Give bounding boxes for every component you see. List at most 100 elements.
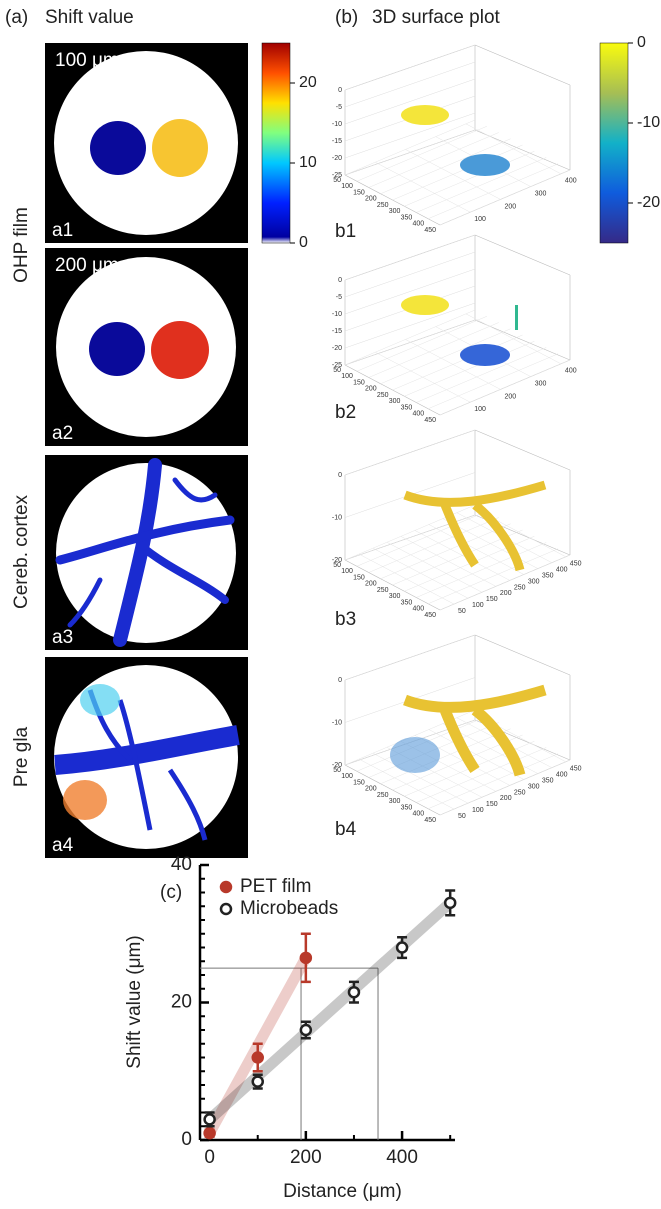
y-tick-label: 150 (353, 574, 365, 581)
y-tick-label: 350 (401, 804, 413, 811)
tile-label: b2 (335, 402, 356, 423)
grid-line (359, 554, 454, 604)
y-tick-label: 50 (333, 367, 341, 374)
x-tick-label: 200 (500, 795, 512, 802)
x-tick-label: 350 (542, 777, 554, 784)
y-tick-label: 100 (341, 773, 353, 780)
scale-label: 200 μm (55, 255, 119, 276)
y-tick-label: 100 (341, 373, 353, 380)
surface-plot: 0-5-10-15-20-255010015020025030035040045… (332, 45, 577, 234)
figure: (a) Shift value (b) 3D surface plot (0, 0, 661, 1209)
legend-label: Microbeads (240, 898, 338, 919)
data-point (205, 1128, 215, 1138)
plot-frame (475, 635, 570, 675)
fit-line (210, 903, 451, 1120)
colorbar-tick-label: -10 (637, 114, 660, 131)
x-tick-label: 200 (290, 1147, 322, 1168)
grid-line (440, 760, 570, 815)
grid-line (440, 360, 570, 415)
tile-label: a2 (52, 423, 73, 444)
grid-line (375, 352, 470, 402)
x-tick-label: 400 (565, 368, 577, 375)
x-tick-label: 100 (472, 602, 484, 609)
surface-blob (460, 154, 510, 176)
z-tick-label: -10 (332, 311, 342, 318)
y-tick-label: 300 (389, 593, 401, 600)
y-tick-label: 350 (401, 599, 413, 606)
z-tick-label: -20 (332, 155, 342, 162)
y-tick-label: 200 (365, 196, 377, 203)
z-tick-label: -15 (332, 138, 342, 145)
x-tick-label: 300 (535, 190, 547, 197)
x-tick-label: 450 (570, 766, 582, 773)
surface-plot: 0-10-20501001502002503003504004505010015… (332, 635, 582, 824)
y-tick-label: 450 (424, 417, 436, 424)
x-tick-label: 350 (542, 572, 554, 579)
data-point (397, 943, 407, 953)
z-tick-label: 0 (338, 677, 342, 684)
y-tick-label: 250 (377, 587, 389, 594)
y-tick-label: 50 (333, 562, 341, 569)
surface-blob (401, 295, 449, 315)
surface-blob (460, 344, 510, 366)
surface-plot: 0-5-10-15-20-255010015020025030035040045… (332, 235, 577, 424)
x-tick-label: 400 (565, 178, 577, 185)
surface-blob (390, 737, 440, 773)
y-tick-label: 450 (424, 612, 436, 619)
y-tick-label: 20 (171, 992, 192, 1013)
grid-line (345, 120, 475, 175)
row-label: OHP film (11, 207, 32, 283)
data-point (253, 1053, 263, 1063)
colorbar-tick-label: 0 (299, 234, 308, 251)
x-tick-label: 400 (386, 1147, 418, 1168)
x-tick-label: 100 (472, 807, 484, 814)
grid-line (357, 316, 487, 371)
y-tick-label: 150 (353, 189, 365, 196)
grid-line (440, 170, 570, 225)
colorbar-tick-label: -20 (637, 194, 660, 211)
panel-label: (a) (5, 7, 28, 28)
tile-label: b4 (335, 819, 357, 840)
y-tick-label: 300 (389, 798, 401, 805)
data-point (205, 1114, 215, 1124)
y-tick-label: 300 (389, 208, 401, 215)
z-tick-label: -15 (332, 328, 342, 335)
y-tick-label: 350 (401, 214, 413, 221)
y-tick-label: 250 (377, 202, 389, 209)
data-point (301, 1025, 311, 1035)
tile-label: a3 (52, 627, 73, 648)
scale-label: 100 μm (55, 50, 119, 71)
x-tick-label: 300 (535, 380, 547, 387)
grid-line (375, 162, 470, 212)
y-tick-label: 250 (377, 392, 389, 399)
surface-plot: 0-10-20501001502002503003504004505010015… (332, 430, 582, 619)
y-tick-label: 100 (341, 183, 353, 190)
grid-line (345, 235, 475, 280)
y-tick-label: 200 (365, 581, 377, 588)
x-tick-label: 200 (504, 203, 516, 210)
grid-line (401, 536, 496, 586)
y-tick-label: 400 (412, 411, 424, 418)
z-tick-label: -10 (332, 121, 342, 128)
colorbar-tick-label: 0 (637, 34, 646, 51)
y-tick-label: 200 (365, 786, 377, 793)
plot-frame (475, 430, 570, 470)
grid-line (345, 635, 475, 680)
z-tick-label: -10 (332, 514, 342, 521)
x-tick-label: 50 (458, 813, 466, 820)
x-tick-label: 250 (514, 789, 526, 796)
row-label: Cereb. cortex (11, 494, 32, 609)
legend-marker (221, 904, 231, 914)
y-tick-label: 200 (365, 386, 377, 393)
x-tick-label: 300 (528, 578, 540, 585)
data-point (445, 898, 455, 908)
surface-blob (401, 105, 449, 125)
z-tick-label: -5 (336, 294, 342, 301)
grid-line (357, 126, 487, 181)
tile-label: a4 (52, 835, 74, 856)
x-tick-label: 200 (504, 393, 516, 400)
y-tick-label: 150 (353, 379, 365, 386)
y-tick-label: 50 (333, 767, 341, 774)
y-tick-label: 450 (424, 227, 436, 234)
y-tick-label: 100 (341, 568, 353, 575)
